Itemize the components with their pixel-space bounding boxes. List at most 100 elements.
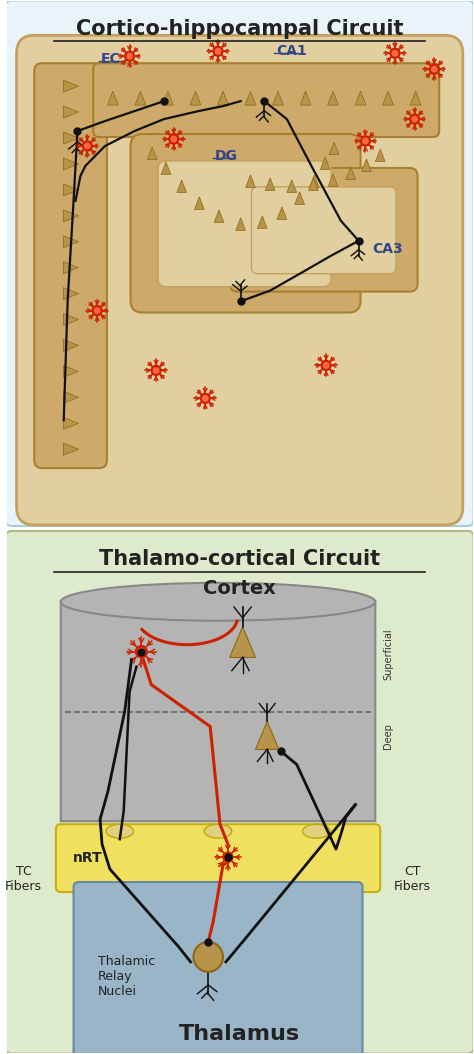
Polygon shape	[362, 159, 371, 172]
Text: TC
Fibers: TC Fibers	[5, 865, 42, 893]
Circle shape	[361, 136, 370, 147]
Polygon shape	[236, 218, 246, 231]
Polygon shape	[309, 178, 318, 191]
Circle shape	[323, 363, 329, 368]
Polygon shape	[295, 192, 304, 204]
Text: Deep: Deep	[383, 723, 393, 749]
Circle shape	[171, 136, 176, 142]
Polygon shape	[64, 106, 79, 118]
Polygon shape	[328, 174, 338, 187]
Polygon shape	[214, 210, 224, 222]
Polygon shape	[177, 180, 187, 193]
Circle shape	[201, 393, 210, 404]
Circle shape	[223, 852, 233, 862]
Ellipse shape	[204, 824, 232, 838]
Circle shape	[125, 52, 135, 61]
Circle shape	[151, 366, 161, 375]
Polygon shape	[64, 366, 79, 377]
FancyBboxPatch shape	[17, 35, 463, 525]
Polygon shape	[161, 162, 171, 175]
FancyBboxPatch shape	[34, 63, 107, 468]
Circle shape	[213, 46, 223, 56]
Polygon shape	[64, 210, 79, 221]
Polygon shape	[64, 339, 79, 352]
Text: Superficial: Superficial	[383, 629, 393, 681]
Polygon shape	[229, 627, 255, 658]
Polygon shape	[64, 313, 79, 326]
Text: Thalamic
Relay
Nuclei: Thalamic Relay Nuclei	[98, 955, 155, 998]
Polygon shape	[277, 207, 287, 219]
Text: DG: DG	[215, 149, 238, 163]
FancyBboxPatch shape	[130, 134, 361, 313]
Ellipse shape	[302, 824, 330, 838]
Circle shape	[85, 143, 90, 149]
Circle shape	[136, 646, 147, 658]
Polygon shape	[147, 147, 157, 159]
Polygon shape	[287, 180, 297, 193]
FancyBboxPatch shape	[6, 531, 474, 1054]
Ellipse shape	[106, 824, 134, 838]
Polygon shape	[64, 236, 79, 248]
Polygon shape	[163, 91, 173, 105]
Circle shape	[392, 51, 398, 56]
Polygon shape	[257, 216, 267, 229]
Text: CA1: CA1	[276, 44, 307, 58]
Circle shape	[138, 648, 145, 655]
Text: EC: EC	[101, 53, 121, 66]
FancyBboxPatch shape	[158, 161, 331, 287]
Text: Cortex: Cortex	[203, 580, 276, 599]
Text: nRT: nRT	[73, 852, 102, 865]
Polygon shape	[194, 197, 204, 210]
FancyBboxPatch shape	[61, 602, 375, 821]
FancyBboxPatch shape	[252, 187, 396, 274]
Polygon shape	[410, 91, 421, 105]
Circle shape	[193, 942, 223, 972]
Polygon shape	[329, 142, 339, 155]
Polygon shape	[383, 91, 393, 105]
Circle shape	[82, 141, 92, 151]
Circle shape	[363, 138, 368, 143]
FancyBboxPatch shape	[56, 824, 380, 892]
Polygon shape	[245, 91, 256, 105]
Polygon shape	[300, 91, 311, 105]
Text: Thalamus: Thalamus	[179, 1023, 300, 1043]
Polygon shape	[218, 91, 228, 105]
Polygon shape	[108, 91, 118, 105]
Text: CT
Fibers: CT Fibers	[394, 865, 431, 893]
Polygon shape	[64, 288, 79, 299]
Circle shape	[429, 64, 439, 74]
Polygon shape	[255, 722, 279, 749]
Polygon shape	[246, 175, 255, 188]
FancyBboxPatch shape	[93, 63, 439, 137]
FancyBboxPatch shape	[6, 0, 474, 526]
FancyBboxPatch shape	[230, 168, 418, 292]
Ellipse shape	[61, 583, 375, 621]
Polygon shape	[346, 167, 356, 179]
Circle shape	[94, 308, 100, 313]
Polygon shape	[355, 91, 366, 105]
Circle shape	[127, 54, 132, 59]
Polygon shape	[190, 91, 201, 105]
Polygon shape	[265, 178, 275, 191]
Polygon shape	[375, 149, 385, 161]
Polygon shape	[320, 157, 330, 170]
Text: CA3: CA3	[373, 241, 403, 256]
Text: Thalamo-cortical Circuit: Thalamo-cortical Circuit	[99, 549, 380, 569]
Polygon shape	[64, 443, 79, 455]
Polygon shape	[328, 91, 338, 105]
Circle shape	[225, 855, 230, 860]
Polygon shape	[64, 158, 79, 170]
Circle shape	[169, 134, 179, 144]
Circle shape	[321, 360, 331, 370]
Polygon shape	[64, 417, 79, 429]
FancyBboxPatch shape	[73, 882, 363, 1054]
Circle shape	[390, 48, 400, 58]
Polygon shape	[64, 80, 79, 92]
Polygon shape	[64, 132, 79, 144]
Circle shape	[92, 306, 102, 315]
Circle shape	[412, 116, 417, 122]
Polygon shape	[64, 261, 79, 274]
Polygon shape	[64, 391, 79, 404]
Polygon shape	[135, 91, 146, 105]
Circle shape	[431, 66, 437, 72]
